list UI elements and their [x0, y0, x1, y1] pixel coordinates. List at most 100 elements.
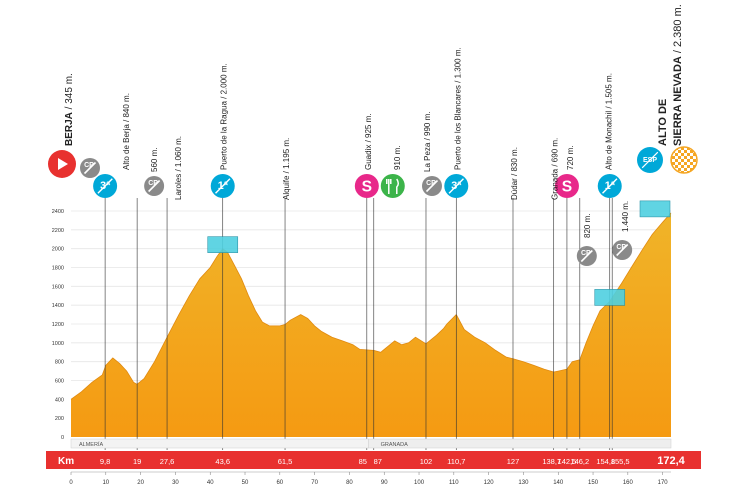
- km-marker-label: 146,2: [570, 457, 589, 466]
- feed-zone-badge: [380, 174, 405, 198]
- marker-lines: [104, 198, 613, 450]
- region-band: [368, 438, 672, 449]
- summit-marker: [639, 200, 671, 218]
- x-tick-label: 150: [588, 480, 599, 486]
- climb-badge-slash: [215, 178, 231, 194]
- x-tick-label: 110: [449, 480, 459, 486]
- summit-marker: [594, 289, 626, 306]
- cp-badge-slash: [425, 179, 439, 193]
- label-part: Guadix / 925 m.: [364, 114, 373, 170]
- label-part: 560 m.: [150, 148, 159, 172]
- y-tick-label: 1200: [52, 322, 64, 328]
- km-marker-label: 9,8: [100, 457, 110, 466]
- cp-badge-text: CP: [616, 244, 626, 251]
- label-part: Laroles / 1.060 m.: [174, 136, 183, 200]
- region-label: ALMERÍA: [79, 441, 103, 448]
- y-tick-label: 200: [55, 416, 64, 422]
- regions: ALMERÍA GRANADA: [70, 438, 672, 449]
- profile: [70, 212, 672, 437]
- climb-badge-text: 1ª: [605, 180, 615, 192]
- label-part: SIERRA NEVADA: [672, 56, 684, 146]
- km-marker-label: 102: [420, 457, 433, 466]
- label-part: Alto de Monachil / 1.505 m.: [605, 73, 614, 170]
- label-part: 1.440 m.: [621, 201, 630, 232]
- climb-badge-text: 1ª: [218, 180, 228, 192]
- sprint-badge-text: S: [562, 178, 572, 195]
- sprint-badge: S: [554, 174, 579, 198]
- climb-category-badge: 3ª: [93, 174, 118, 198]
- km-marker-label: 142,5: [558, 457, 577, 466]
- label-part: Puerto de los Blancares / 1.300 m.: [453, 47, 462, 170]
- label-part: 910 m.: [393, 146, 402, 170]
- km-marker-label: 138,7: [542, 457, 561, 466]
- point-label: 910 m.: [393, 146, 402, 170]
- climb-badge-slash: [448, 178, 464, 194]
- label-finish-line2: SIERRA NEVADA / 2.380 m.: [672, 4, 684, 146]
- y-tick-label: 400: [55, 397, 64, 403]
- km-marker-label: 61,5: [278, 457, 293, 466]
- cp-badge-text: CP: [426, 180, 436, 187]
- finish-badge: [670, 146, 698, 174]
- climb-badge-slash: [97, 178, 113, 194]
- point-label: Alquife / 1.195 m.: [282, 138, 291, 200]
- cp-badge-slash: [580, 249, 593, 263]
- sprint-badge: S: [354, 174, 379, 198]
- km-marker-label: 110,7: [447, 457, 465, 466]
- x-tick-label: 30: [172, 480, 179, 486]
- climb-category-badge: 1ª: [597, 174, 622, 198]
- y-tick-label: 1400: [52, 303, 64, 309]
- x-tick-label: 20: [137, 480, 144, 486]
- label-part: Puerto de la Ragua / 2.000 m.: [220, 63, 229, 170]
- label-start: BERJA / 345 m.: [64, 73, 75, 146]
- x-tick-label: 80: [346, 480, 353, 486]
- x-tick-label: 170: [658, 480, 669, 486]
- label-part: ALTO DE: [657, 99, 669, 146]
- km-marker-label: 154,8: [596, 457, 615, 466]
- cp-badge-slash: [148, 179, 161, 193]
- point-label: Alto de Berja / 840 m.: [122, 93, 131, 170]
- y-tick-label: 1800: [52, 266, 64, 272]
- sprint-badge-text: S: [362, 178, 372, 195]
- y-tick-label: 800: [55, 360, 64, 366]
- label-part: Dúdar / 830 m.: [510, 147, 519, 200]
- label-part: 720 m.: [566, 146, 575, 170]
- km-marker-label: 87: [374, 457, 382, 466]
- label-finish-line1: ALTO DE: [657, 99, 669, 146]
- x-tick-label: 90: [381, 480, 388, 486]
- y-tick-label: 2400: [52, 209, 64, 215]
- point-label: La Peza / 990 m.: [423, 112, 432, 172]
- point-label: 560 m.: [150, 148, 159, 172]
- cp-badge: CP: [421, 176, 442, 196]
- sprint-badge-circle: [354, 174, 379, 198]
- point-label: 720 m.: [566, 146, 575, 170]
- play-icon: [58, 158, 68, 170]
- cp-badge-text: CP: [84, 162, 94, 169]
- label-part: / 2.380 m.: [672, 4, 684, 56]
- climb-badge-text: 3ª: [451, 180, 461, 192]
- km-marker-label: 127: [507, 457, 520, 466]
- special-climb-badge: ESP: [637, 147, 663, 173]
- label-part: Alto de Berja / 840 m.: [122, 93, 131, 170]
- point-label: Guadix / 925 m.: [364, 114, 373, 170]
- cp-badge-slash: [83, 161, 97, 175]
- cp-badge-1440: CP: [612, 240, 633, 260]
- cp-badge-text: CP: [148, 180, 158, 187]
- label-part: Alquife / 1.195 m.: [282, 138, 291, 200]
- y-axis: 0 200 400 600 800 1000 1200 1400 1600 1800 2000 220…: [52, 209, 64, 441]
- x-tick-label: 70: [311, 480, 318, 486]
- cp-badge: CP: [144, 176, 165, 196]
- point-label: Laroles / 1.060 m.: [174, 136, 183, 200]
- sprint-badge-circle: [554, 174, 579, 198]
- cp-badge-start: CP: [80, 158, 100, 178]
- climb-badge-slash: [602, 178, 618, 194]
- climb-badge-text: 3ª: [100, 180, 110, 192]
- label-part: / 345 m.: [64, 73, 75, 112]
- start-badge: [48, 150, 76, 178]
- km-marker-label: 85: [359, 457, 367, 466]
- badges: CP 3ª CP 1ª S CP 3ª S CP 1ª CP ESP: [48, 146, 698, 306]
- region-label: GRANADA: [381, 442, 409, 448]
- x-tick-label: 100: [414, 480, 425, 486]
- point-label: 820 m.: [583, 214, 592, 238]
